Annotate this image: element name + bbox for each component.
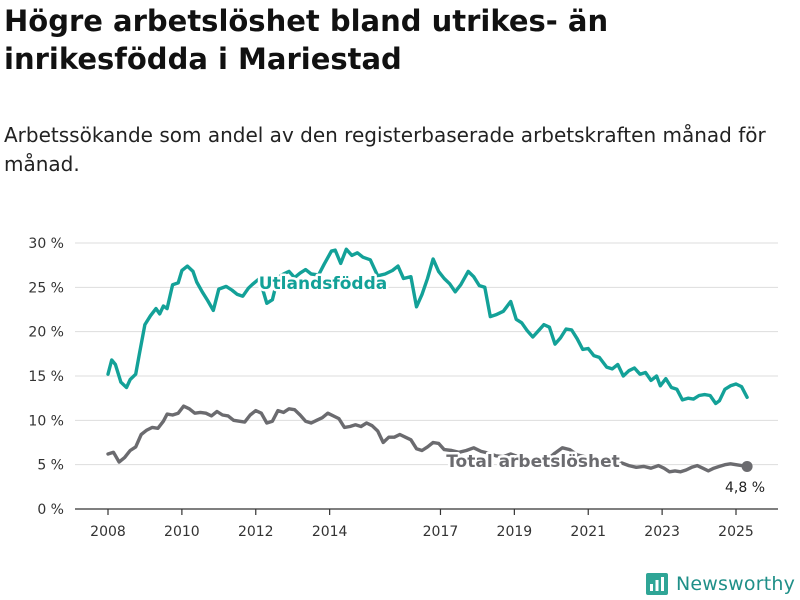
x-tick-label: 2010 [164,524,200,540]
series-lines [106,247,749,474]
y-tick-label: 10 % [28,413,64,429]
x-tick-label: 2017 [423,524,459,540]
end-point-marker [741,460,753,472]
newsworthy-logo-icon [646,573,668,595]
y-tick-label: 20 % [28,325,64,341]
y-tick-label: 0 % [37,502,64,518]
page-title: Högre arbetslöshet bland utrikes- än inr… [4,4,609,76]
x-tick-label: 2012 [238,524,274,540]
series-label-total: Total arbetslöshet [446,452,620,472]
chart-subtitle: Arbetssökande som andel av den registerb… [4,123,766,176]
x-tick-label: 2023 [644,524,680,540]
y-tick-label: 15 % [28,369,64,385]
x-tick-label: 2014 [312,524,348,540]
x-axis-ticks: 2008 2010 2012 2014 2017 2019 2021 2023 2025 [90,509,754,540]
series-line-total [106,404,749,474]
end-value-label: 4,8 % [725,480,765,496]
y-tick-label: 30 % [28,236,64,252]
x-tick-label: 2021 [570,524,606,540]
x-tick-label: 2019 [497,524,533,540]
series-label-utlandsfodda: Utlandsfödda [259,274,388,294]
newsworthy-logo: Newsworthy [646,570,795,598]
brand-name: Newsworthy [676,573,796,595]
y-axis-ticks: 0 % 5 % 10 % 15 % 20 % 25 % 30 % [28,236,64,518]
y-tick-label: 5 % [37,458,64,474]
x-tick-label: 2008 [90,524,126,540]
series-labels: Utlandsfödda Total arbetslöshet 4,8 % [256,272,765,497]
series-line-utlandsfodda [106,247,749,406]
x-tick-label: 2025 [718,524,754,540]
y-tick-label: 25 % [28,280,64,296]
gridlines [75,242,778,510]
